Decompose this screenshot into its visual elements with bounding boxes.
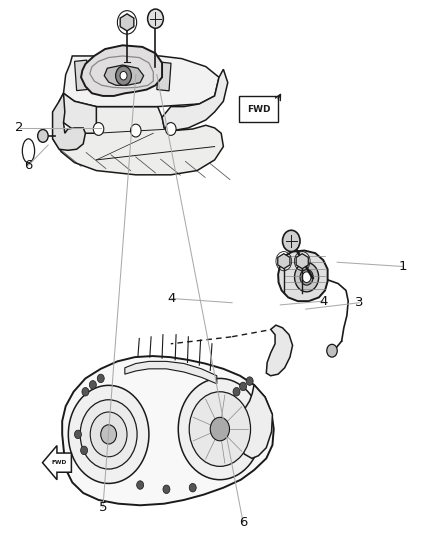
Circle shape xyxy=(90,412,127,457)
Polygon shape xyxy=(278,251,328,301)
Text: FWD: FWD xyxy=(247,105,270,114)
Circle shape xyxy=(246,377,253,385)
Circle shape xyxy=(189,483,196,492)
Circle shape xyxy=(89,381,96,389)
Polygon shape xyxy=(42,446,71,480)
Text: 4: 4 xyxy=(319,295,328,308)
Polygon shape xyxy=(59,93,96,133)
Circle shape xyxy=(327,344,337,357)
Polygon shape xyxy=(64,56,219,107)
Circle shape xyxy=(116,66,131,85)
Circle shape xyxy=(240,382,247,391)
Polygon shape xyxy=(120,14,134,31)
Text: 5: 5 xyxy=(99,501,107,514)
Polygon shape xyxy=(296,254,308,269)
Polygon shape xyxy=(266,325,293,376)
Text: 3: 3 xyxy=(355,296,364,309)
Polygon shape xyxy=(62,356,274,505)
Polygon shape xyxy=(237,385,272,458)
Circle shape xyxy=(178,378,261,480)
Text: FWD: FWD xyxy=(52,460,67,465)
Polygon shape xyxy=(81,45,162,96)
Circle shape xyxy=(233,387,240,396)
Polygon shape xyxy=(278,254,290,269)
Circle shape xyxy=(101,425,117,444)
Circle shape xyxy=(82,387,89,396)
Text: 2: 2 xyxy=(15,122,24,134)
Circle shape xyxy=(81,446,88,455)
Circle shape xyxy=(97,374,104,383)
Text: 4: 4 xyxy=(167,292,176,305)
Polygon shape xyxy=(162,69,228,131)
Circle shape xyxy=(302,272,311,282)
Circle shape xyxy=(189,392,251,466)
Circle shape xyxy=(131,124,141,137)
Circle shape xyxy=(120,71,127,80)
Circle shape xyxy=(163,485,170,494)
Circle shape xyxy=(38,130,48,142)
Circle shape xyxy=(137,481,144,489)
Circle shape xyxy=(166,123,176,135)
Polygon shape xyxy=(53,107,223,175)
Bar xyxy=(157,62,171,91)
Ellipse shape xyxy=(300,269,313,285)
Polygon shape xyxy=(125,361,217,384)
Circle shape xyxy=(80,400,137,469)
Text: 1: 1 xyxy=(399,260,407,273)
Circle shape xyxy=(93,123,104,135)
Circle shape xyxy=(68,385,149,483)
Circle shape xyxy=(283,230,300,252)
Polygon shape xyxy=(53,93,85,150)
Circle shape xyxy=(210,417,230,441)
Circle shape xyxy=(74,430,81,439)
Ellipse shape xyxy=(294,263,318,292)
Text: 6: 6 xyxy=(24,159,33,172)
Circle shape xyxy=(148,9,163,28)
Text: 6: 6 xyxy=(239,516,247,529)
Polygon shape xyxy=(104,65,144,85)
Bar xyxy=(74,60,89,91)
